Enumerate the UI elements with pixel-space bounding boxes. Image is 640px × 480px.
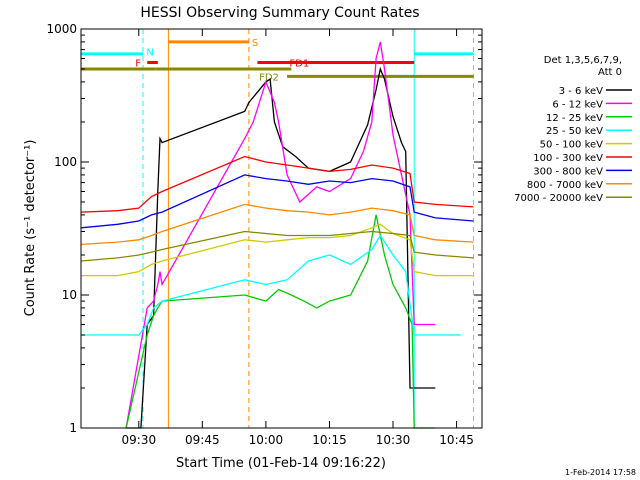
x-tick-label-5: 10:45 bbox=[439, 433, 474, 447]
flag-label-s: S bbox=[252, 38, 258, 49]
legend-label-2: 12 - 25 keV bbox=[546, 113, 603, 124]
x-tick-label-1: 09:45 bbox=[185, 433, 220, 447]
flag-label-f: F bbox=[135, 59, 141, 70]
legend-label-3: 25 - 50 keV bbox=[546, 126, 603, 137]
y-tick-label-0: 1 bbox=[69, 421, 77, 435]
x-tick-label-3: 10:15 bbox=[312, 433, 347, 447]
series-line-8 bbox=[80, 230, 474, 262]
legend-label-0: 3 - 6 keV bbox=[559, 86, 603, 97]
axes: 09:30 09:45 10:00 10:15 10:30 10:45 1 10 100 1000 bbox=[46, 22, 482, 447]
series-line-1 bbox=[125, 41, 436, 429]
legend-label-4: 50 - 100 keV bbox=[540, 140, 604, 151]
x-tick-label-0: 09:30 bbox=[122, 433, 157, 447]
legend: Det 1,3,5,6,7,9,Att 0 3 - 6 keV 6 - 12 keV… bbox=[514, 55, 632, 204]
chart-title: HESSI Observing Summary Count Rates bbox=[140, 5, 419, 21]
x-tick-label-4: 10:30 bbox=[376, 433, 411, 447]
series-line-2 bbox=[125, 214, 436, 429]
y-tick-label-3: 1000 bbox=[46, 22, 77, 36]
series-line-6 bbox=[80, 174, 474, 229]
plot-area: S NF FD1 FD2 bbox=[80, 29, 474, 429]
series-line-4 bbox=[81, 223, 474, 277]
y-tick-label-1: 10 bbox=[62, 288, 77, 302]
footer-date: 1-Feb-2014 17:58 bbox=[565, 468, 636, 477]
legend-label-5: 100 - 300 keV bbox=[533, 153, 603, 164]
x-tick-label-2: 10:00 bbox=[249, 433, 284, 447]
series-line-7 bbox=[80, 203, 474, 246]
legend-label-6: 300 - 800 keV bbox=[533, 166, 603, 177]
flag-label-fd2: FD2 bbox=[259, 72, 279, 83]
flag-label-fd1: FD1 bbox=[289, 59, 309, 70]
legend-label-1: 6 - 12 keV bbox=[552, 99, 603, 110]
x-axis-label: Start Time (01-Feb-14 09:16:22) bbox=[176, 456, 386, 471]
series-line-5 bbox=[80, 155, 474, 213]
legend-title-line-0: Det 1,3,5,6,7,9, bbox=[544, 55, 622, 66]
plot-frame bbox=[80, 28, 483, 429]
series-line-3 bbox=[81, 234, 461, 336]
legend-label-7: 800 - 7000 keV bbox=[527, 180, 603, 191]
flag-label-n: N bbox=[146, 47, 153, 58]
y-tick-label-2: 100 bbox=[54, 155, 77, 169]
series-line-0 bbox=[126, 66, 436, 429]
legend-title-line-1: Att 0 bbox=[598, 67, 622, 78]
legend-label-8: 7000 - 20000 keV bbox=[514, 193, 603, 204]
y-axis-label: Count Rate (s⁻¹ detector⁻¹) bbox=[23, 140, 38, 317]
